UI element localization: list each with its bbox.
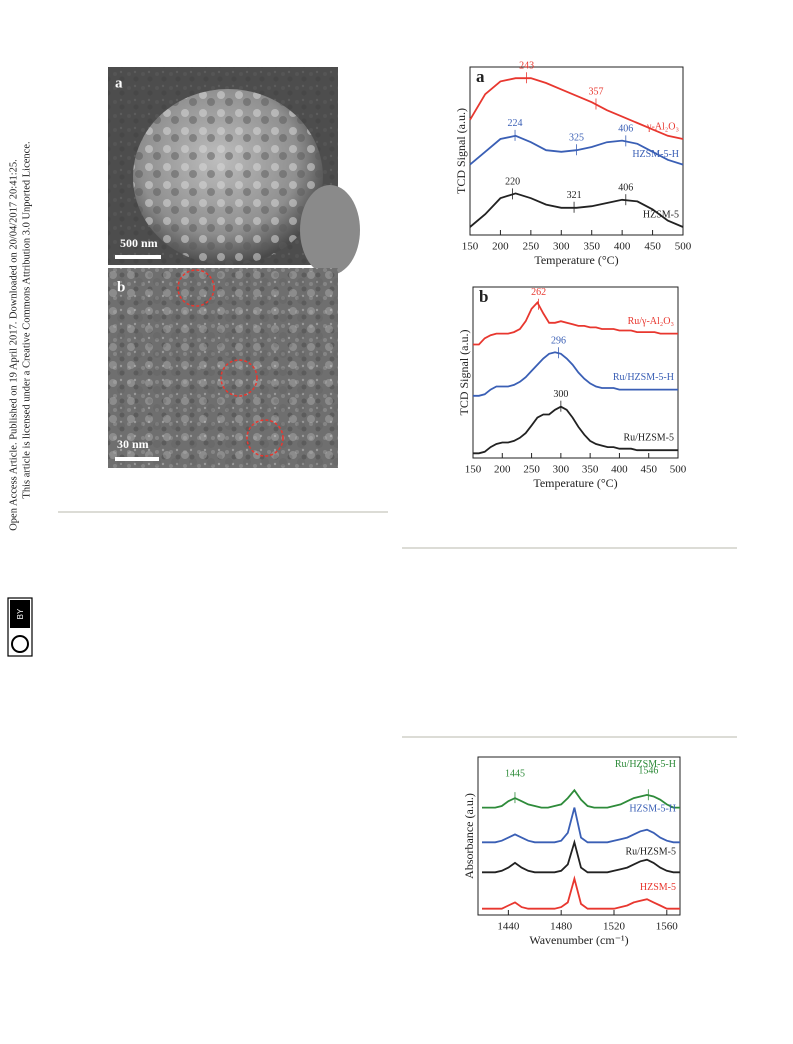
x-tick-label: 400 (611, 464, 628, 476)
image-label: a (115, 75, 123, 91)
chart: 150 200 250 300 350 400 450 500 Temperature (°C)… (454, 60, 692, 266)
peak-label: 296 (551, 336, 566, 347)
y-axis-label: Absorbance (a.u.) (462, 793, 476, 879)
series-line (473, 405, 678, 455)
x-tick-label: 350 (582, 464, 599, 476)
x-tick-label: 450 (640, 464, 657, 476)
series-label: HZSM-5 (640, 882, 676, 893)
panel-label: b (479, 287, 488, 306)
badge-text: BY (16, 608, 25, 619)
peak-label: 406 (618, 182, 633, 193)
sem-image: b 30 nm (108, 268, 338, 468)
peak-label: 243 (519, 60, 534, 71)
series-label: γ-Al₂O₃ (646, 121, 679, 132)
series-label: Ru/HZSM-5 (623, 433, 674, 444)
license-badge: BY (7, 597, 33, 657)
scale-bar-label: 500 nm (120, 236, 158, 250)
plot-frame (469, 66, 684, 236)
sidebar-line: Open Access Article. Published on 19 Apr… (8, 159, 19, 531)
plot-frame (472, 286, 679, 459)
x-tick-label: 1520 (603, 921, 626, 933)
peak-label: 224 (508, 118, 523, 129)
series-label: Ru/HZSM-5 (625, 847, 676, 858)
series-line (482, 807, 680, 844)
series-label: HZSM-5-H (629, 804, 676, 815)
peak-label: 325 (569, 132, 584, 143)
image-label: b (117, 279, 125, 295)
x-tick-label: 300 (553, 241, 570, 253)
x-tick-label: 450 (644, 241, 661, 253)
x-tick-label: 200 (492, 241, 509, 253)
series-line (469, 192, 684, 228)
x-tick-label: 350 (583, 241, 600, 253)
series-label: Ru/HZSM-5-H (615, 759, 676, 770)
series-line (469, 77, 684, 140)
y-axis-label: TCD Signal (a.u.) (457, 330, 471, 416)
x-tick-label: 200 (494, 464, 511, 476)
x-tick-label: 250 (523, 464, 540, 476)
peak-label: 1546 (638, 766, 658, 777)
series-line (482, 838, 680, 874)
x-tick-label: 400 (614, 241, 631, 253)
peak-label: 406 (618, 124, 633, 135)
x-axis-label: Temperature (°C) (533, 476, 617, 490)
peak-label: 262 (531, 287, 546, 298)
series-line (473, 300, 678, 346)
peak-label: 1445 (505, 768, 525, 779)
chart: 150 200 250 300 350 400 450 500 Temperature (°C)… (457, 286, 687, 490)
panel-label: a (476, 67, 485, 86)
series-line (482, 875, 680, 910)
x-tick-label: 250 (523, 241, 540, 253)
x-tick-label: 1480 (550, 921, 573, 933)
series-label: HZSM-5-H (632, 149, 679, 160)
y-axis-label: TCD Signal (a.u.) (454, 108, 468, 194)
sem-image: a 500 nm (108, 67, 360, 275)
series-line (473, 351, 678, 397)
chart: 1440 1480 1520 1560 Wavenumber (cm⁻¹) Absorba… (462, 756, 681, 947)
peak-label: 357 (588, 87, 603, 98)
series-label: Ru/HZSM-5-H (613, 372, 674, 383)
series-label: Ru/γ-Al₂O₃ (628, 316, 674, 327)
x-axis-label: Wavenumber (cm⁻¹) (529, 933, 628, 947)
x-tick-label: 500 (670, 464, 687, 476)
x-tick-label: 500 (675, 241, 692, 253)
series-label: HZSM-5 (643, 209, 679, 220)
peak-label: 220 (505, 177, 520, 188)
x-tick-label: 1560 (656, 921, 679, 933)
peak-label: 321 (567, 190, 582, 201)
x-axis-label: Temperature (°C) (534, 253, 618, 267)
scale-bar-label: 30 nm (117, 437, 149, 451)
plot-frame (477, 756, 681, 916)
x-tick-label: 150 (462, 241, 479, 253)
x-tick-label: 1440 (497, 921, 520, 933)
x-tick-label: 150 (465, 464, 482, 476)
sidebar-line: This article is licensed under a Creativ… (21, 141, 32, 498)
peak-label: 300 (553, 389, 568, 400)
x-tick-label: 300 (553, 464, 570, 476)
